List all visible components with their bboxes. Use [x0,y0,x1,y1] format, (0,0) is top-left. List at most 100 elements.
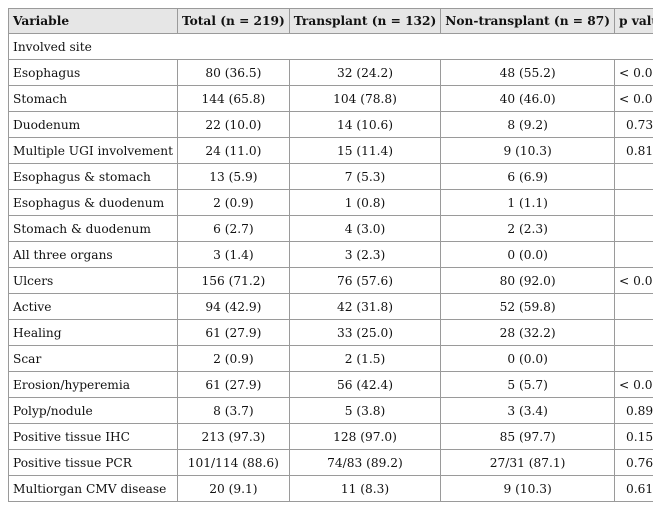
cell-transplant: 5 (3.8) [288,397,442,424]
cell-p-value: 0.158 [613,423,653,450]
cell-total: 144 (65.8) [177,85,290,112]
cell-transplant: 1 (0.8) [288,189,442,216]
cell-transplant: 7 (5.3) [288,163,442,190]
table-container: Variable Total (n = 219) Transplant (n =… [8,8,653,502]
cell-variable: Polyp/nodule [8,397,178,424]
cell-variable: Duodenum [8,111,178,138]
cell-p-value: 0.813 [613,137,653,164]
cell-transplant: 128 (97.0) [288,423,442,450]
cell-transplant: 15 (11.4) [288,137,442,164]
cell-variable: Esophagus [8,59,178,86]
cell-non-transplant: 27/31 (87.1) [440,449,615,476]
cell-non-transplant: 9 (10.3) [440,475,615,502]
cell-p-value: 0.896 [613,397,653,424]
cell-p-value: 0.761 [613,449,653,476]
table-row: Active 94 (42.9) 42 (31.8) 52 (59.8) [8,293,653,320]
table-row: Healing 61 (27.9) 33 (25.0) 28 (32.2) [8,319,653,346]
cell-non-transplant: 5 (5.7) [440,371,615,398]
cell-non-transplant: 48 (55.2) [440,59,615,86]
cell-variable: Stomach [8,85,178,112]
cell-non-transplant: 8 (9.2) [440,111,615,138]
cell-transplant: 104 (78.8) [288,85,442,112]
cell-transplant: 33 (25.0) [288,319,442,346]
cell-non-transplant: 2 (2.3) [440,215,615,242]
table-row: Erosion/hyperemia 61 (27.9) 56 (42.4) 5 (5.… [8,371,653,398]
header-p-value: p value [613,8,653,34]
cell-total: 2 (0.9) [177,189,290,216]
cell-total: 2 (0.9) [177,345,290,372]
cell-p-value: 0.735 [613,111,653,138]
cell-variable: Esophagus & duodenum [8,189,178,216]
cell-variable: Erosion/hyperemia [8,371,178,398]
cell-total: 6 (2.7) [177,215,290,242]
cell-non-transplant: 52 (59.8) [440,293,615,320]
cell-total: 101/114 (88.6) [177,449,290,476]
cell-p-value: < 0.001 [613,371,653,398]
header-non-transplant: Non-transplant (n = 87) [440,8,615,34]
cell-variable: Healing [8,319,178,346]
cell-non-transplant: 80 (92.0) [440,267,615,294]
cell-total: 3 (1.4) [177,241,290,268]
cell-non-transplant: 0 (0.0) [440,241,615,268]
header-transplant: Transplant (n = 132) [288,8,442,34]
cell-total: 61 (27.9) [177,319,290,346]
cell-transplant: 56 (42.4) [288,371,442,398]
header-total: Total (n = 219) [177,8,290,34]
table-row: Stomach 144 (65.8) 104 (78.8) 40 (46.0) < 0.… [8,85,653,112]
cell-transplant: 42 (31.8) [288,293,442,320]
cell-total: 8 (3.7) [177,397,290,424]
cell-total: 156 (71.2) [177,267,290,294]
cell-total: 20 (9.1) [177,475,290,502]
table-row: Stomach & duodenum 6 (2.7) 4 (3.0) 2 (2.3) [8,215,653,242]
header-variable: Variable [8,8,178,34]
cell-total: 13 (5.9) [177,163,290,190]
cell-p-value [613,293,653,320]
table-row: All three organs 3 (1.4) 3 (2.3) 0 (0.0) [8,241,653,268]
cell-p-value [613,241,653,268]
cell-total: 22 (10.0) [177,111,290,138]
cell-transplant: 76 (57.6) [288,267,442,294]
cell-variable: Scar [8,345,178,372]
section-label: Involved site [8,33,653,60]
cell-variable: Ulcers [8,267,178,294]
section-row: Involved site [8,33,653,60]
cell-variable: Positive tissue IHC [8,423,178,450]
cell-total: 94 (42.9) [177,293,290,320]
cell-total: 213 (97.3) [177,423,290,450]
cell-total: 61 (27.9) [177,371,290,398]
cell-transplant: 2 (1.5) [288,345,442,372]
table-row: Multiple UGI involvement 24 (11.0) 15 (11.… [8,137,653,164]
header-row: Variable Total (n = 219) Transplant (n =… [8,8,653,34]
cell-transplant: 32 (24.2) [288,59,442,86]
cell-p-value [613,189,653,216]
table-row: Esophagus & duodenum 2 (0.9) 1 (0.8) 1 (1.1… [8,189,653,216]
cell-non-transplant: 6 (6.9) [440,163,615,190]
table-row: Positive tissue PCR 101/114 (88.6) 74/83 (… [8,449,653,476]
cell-variable: All three organs [8,241,178,268]
cell-total: 80 (36.5) [177,59,290,86]
table-row: Scar 2 (0.9) 2 (1.5) 0 (0.0) [8,345,653,372]
cell-p-value [613,319,653,346]
table-row: Multiorgan CMV disease 20 (9.1) 11 (8.3) 9 … [8,475,653,502]
cell-transplant: 3 (2.3) [288,241,442,268]
cell-non-transplant: 85 (97.7) [440,423,615,450]
cell-variable: Active [8,293,178,320]
cell-transplant: 11 (8.3) [288,475,442,502]
cell-non-transplant: 0 (0.0) [440,345,615,372]
cell-transplant: 74/83 (89.2) [288,449,442,476]
cell-total: 24 (11.0) [177,137,290,164]
cell-p-value: < 0.001 [613,59,653,86]
cell-p-value [613,163,653,190]
cell-non-transplant: 1 (1.1) [440,189,615,216]
cell-transplant: 4 (3.0) [288,215,442,242]
cell-p-value: < 0.001 [613,267,653,294]
cell-variable: Esophagus & stomach [8,163,178,190]
cell-p-value: < 0.001 [613,85,653,112]
cell-p-value [613,345,653,372]
cell-variable: Stomach & duodenum [8,215,178,242]
table-row: Positive tissue IHC 213 (97.3) 128 (97.0) 8… [8,423,653,450]
cell-variable: Multiple UGI involvement [8,137,178,164]
